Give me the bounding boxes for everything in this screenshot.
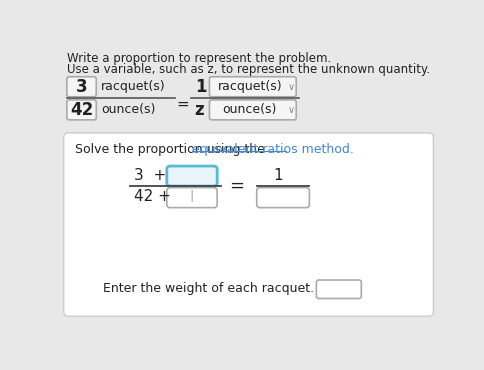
Text: 42 +: 42 + <box>134 189 171 204</box>
FancyBboxPatch shape <box>209 77 296 97</box>
Text: =: = <box>176 97 189 112</box>
FancyBboxPatch shape <box>166 166 217 186</box>
Text: 3: 3 <box>76 78 87 96</box>
FancyBboxPatch shape <box>256 188 309 208</box>
FancyBboxPatch shape <box>166 188 217 208</box>
Text: I: I <box>189 190 194 205</box>
Text: 1: 1 <box>273 168 283 183</box>
Text: ounce(s): ounce(s) <box>101 103 155 116</box>
FancyBboxPatch shape <box>316 280 361 299</box>
Text: =: = <box>228 177 243 195</box>
Text: Write a proportion to represent the problem.: Write a proportion to represent the prob… <box>67 52 331 65</box>
Text: ounce(s): ounce(s) <box>222 103 276 116</box>
Text: Use a variable, such as z, to represent the unknown quantity.: Use a variable, such as z, to represent … <box>67 63 429 76</box>
FancyBboxPatch shape <box>67 100 96 120</box>
Text: 1: 1 <box>194 78 206 96</box>
FancyBboxPatch shape <box>209 100 296 120</box>
Text: ∨: ∨ <box>287 82 295 92</box>
Text: racquet(s): racquet(s) <box>217 80 282 93</box>
Text: Enter the weight of each racquet.: Enter the weight of each racquet. <box>103 282 314 295</box>
FancyBboxPatch shape <box>63 133 433 316</box>
Text: racquet(s): racquet(s) <box>101 80 165 93</box>
Text: Solve the proportion using the: Solve the proportion using the <box>75 143 268 156</box>
FancyBboxPatch shape <box>67 77 96 97</box>
Text: equivalent ratios method.: equivalent ratios method. <box>191 143 353 156</box>
Text: ∨: ∨ <box>287 105 295 115</box>
Text: 3  +: 3 + <box>134 168 166 183</box>
Text: z: z <box>194 101 204 119</box>
Text: 42: 42 <box>70 101 93 119</box>
